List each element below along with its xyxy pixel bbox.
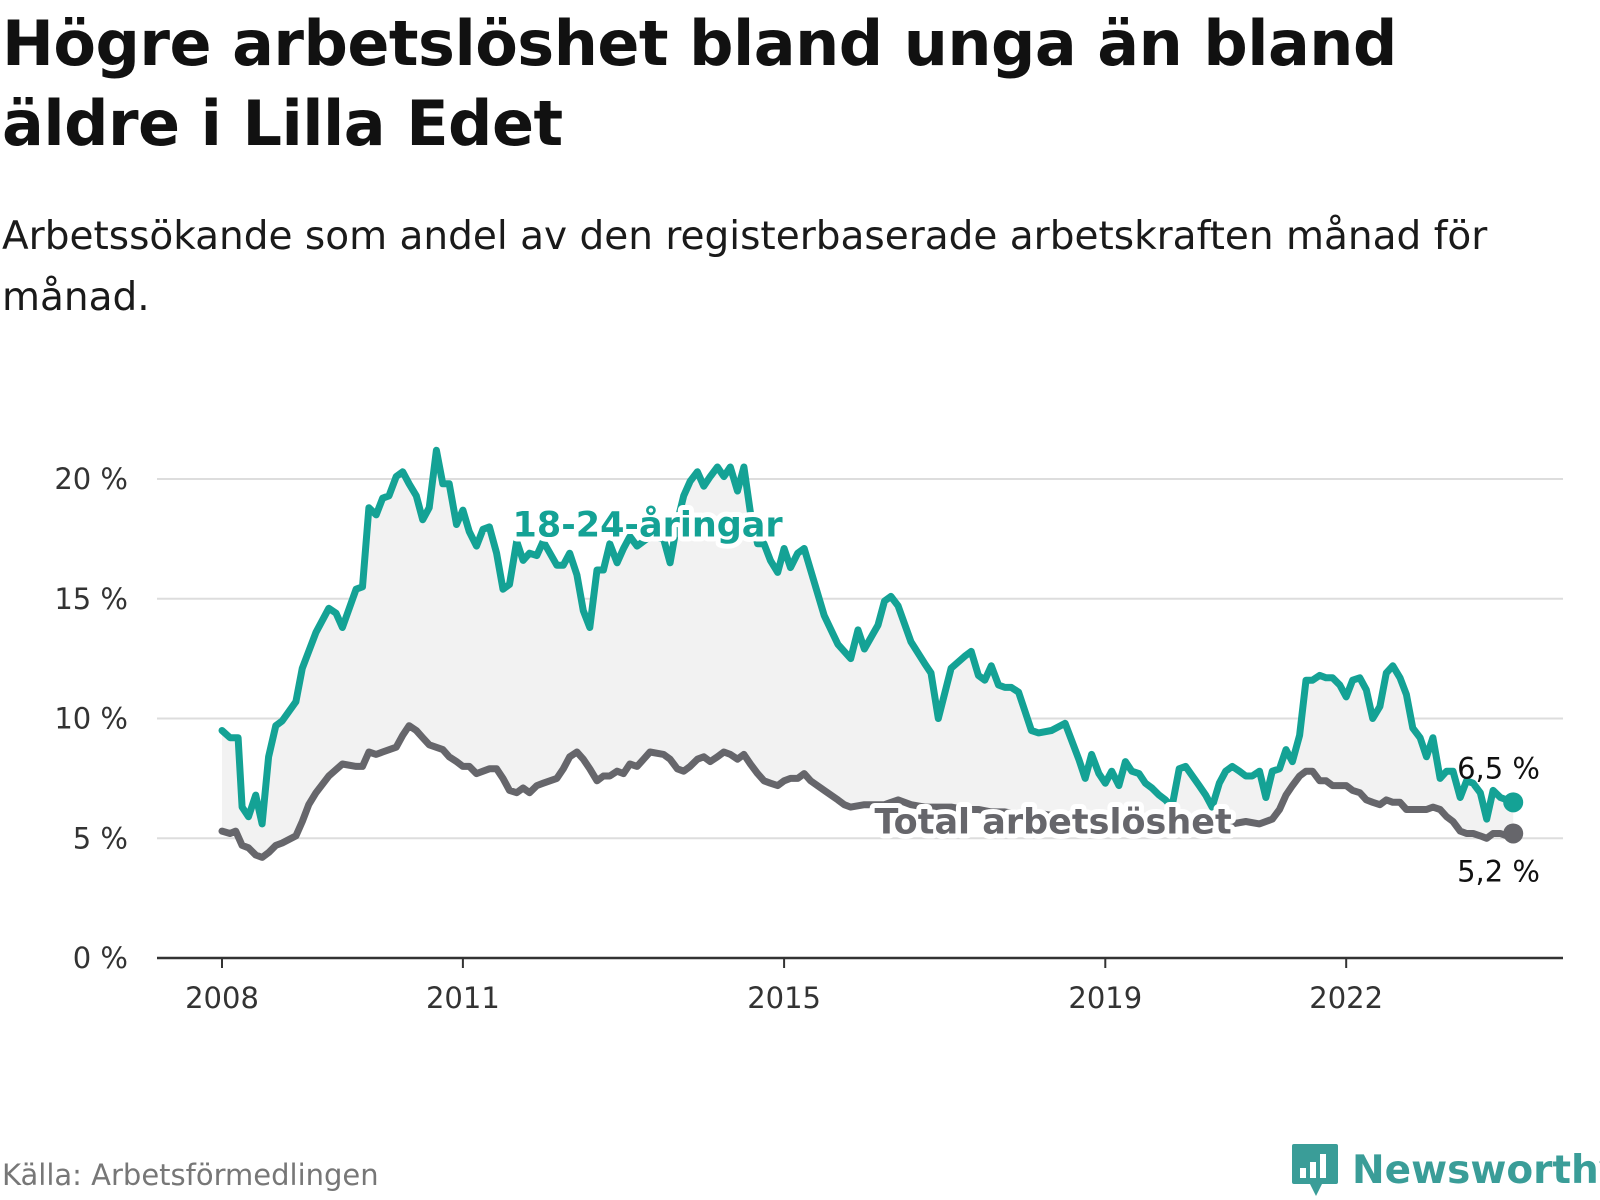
y-tick-label: 20 % (54, 462, 128, 496)
end-point-youth (1503, 792, 1524, 813)
end-markers: 6,5 % 5,2 % (1457, 751, 1540, 888)
y-tick-label: 0 % (73, 941, 128, 975)
series-labels: 18-24-åringar Total arbetslöshet (507, 499, 1236, 847)
series-line-total (218, 722, 1517, 861)
series-line-youth (218, 446, 1517, 828)
chart-subtitle: Arbetssökande som andel av den registerb… (2, 214, 1488, 320)
x-tick-label: 2011 (426, 981, 500, 1015)
line-chart: 0 % 5 % 10 % 15 % 20 % 2008 2011 2015 2019 2022 1… (54, 446, 1563, 1015)
end-value-label-youth: 6,5 % (1457, 751, 1540, 785)
newsworthy-logo-icon (1292, 1144, 1338, 1196)
source-note: Källa: Arbetsförmedlingen (2, 1158, 379, 1192)
series-label-total: Total arbetslöshet (874, 802, 1231, 842)
x-tick-label: 2022 (1309, 981, 1383, 1015)
y-tick-label: 15 % (54, 582, 128, 616)
x-tick-label: 2019 (1068, 981, 1142, 1015)
brand-name: Newsworthy (1352, 1147, 1600, 1193)
difference-band (222, 450, 1514, 858)
x-tick-label: 2008 (185, 981, 259, 1015)
axes: 0 % 5 % 10 % 15 % 20 % 2008 2011 2015 2019 2022 (54, 462, 1563, 1015)
end-value-label-total: 5,2 % (1457, 854, 1540, 888)
newsworthy-logo: Newsworthy (1290, 1142, 1600, 1198)
end-point-total (1503, 823, 1524, 844)
y-tick-label: 5 % (73, 821, 128, 855)
series-label-youth: 18-24-åringar (512, 504, 783, 545)
x-tick-label: 2015 (747, 981, 821, 1015)
chart-title: Högre arbetslöshet bland unga än bland ä… (2, 7, 1397, 160)
y-tick-label: 10 % (54, 702, 128, 736)
